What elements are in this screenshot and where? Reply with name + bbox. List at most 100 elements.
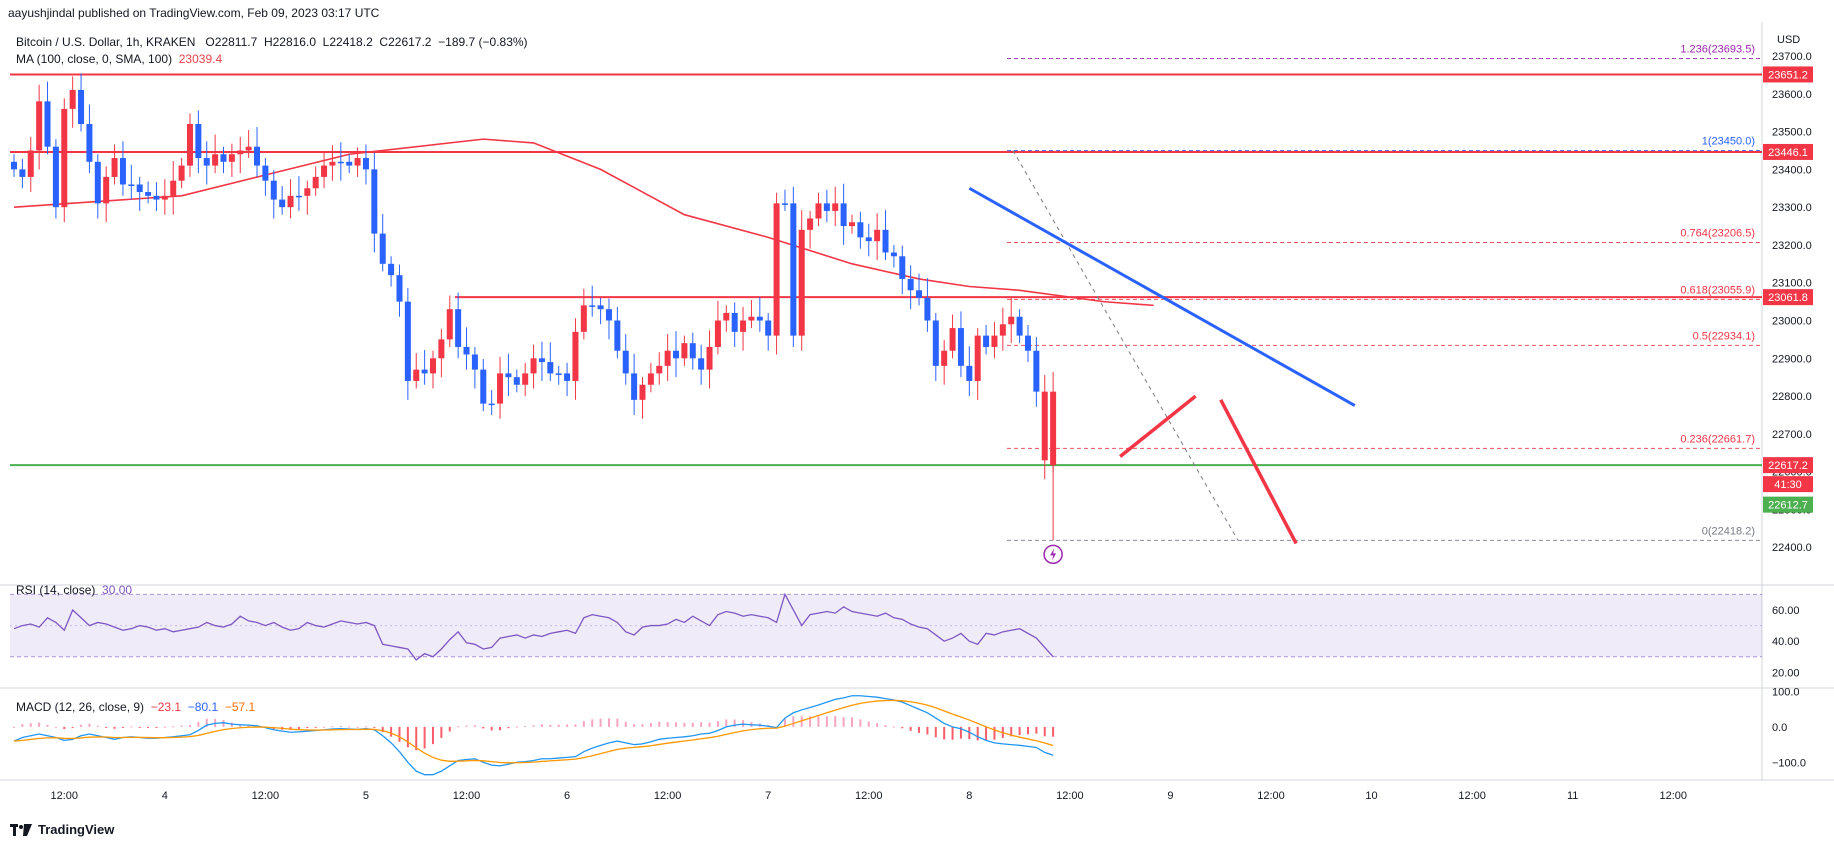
price-badge (1763, 143, 1813, 160)
candle-body (723, 312, 730, 321)
candle-body (488, 403, 495, 406)
change-value: −189.7 (−0.83%) (438, 35, 528, 49)
time-tick-label: 12:00 (1056, 790, 1084, 802)
candle-body (111, 158, 118, 177)
macd-tick-label: 0.0 (1772, 722, 1787, 734)
macd-histogram-bar (985, 726, 988, 741)
low-value: 22418.2 (329, 35, 373, 49)
macd-histogram-bar (683, 722, 686, 727)
candle-body (195, 124, 202, 159)
macd-line-value: −80.1 (187, 700, 219, 714)
macd-tick-label: 100.0 (1772, 687, 1800, 699)
fibonacci-connector (1012, 150, 1239, 541)
rsi-legend[interactable]: RSI (14, close) 30.00 (16, 583, 132, 597)
macd-histogram-bar (959, 726, 962, 739)
macd-signal-value: −57.1 (224, 700, 256, 714)
macd-histogram-bar (532, 725, 535, 727)
candle-body (765, 320, 772, 336)
macd-histogram-bar (364, 726, 367, 728)
symbol-label: Bitcoin / U.S. Dollar, 1h, KRAKEN (16, 35, 196, 49)
macd-histogram-bar (675, 722, 678, 727)
macd-histogram-bar (783, 718, 786, 727)
candle-body (186, 124, 193, 166)
price-tick-label: 22800.0 (1772, 391, 1812, 403)
candle-body (505, 373, 512, 378)
macd-signal-line (13, 699, 1054, 764)
macd-histogram-bar (188, 724, 191, 727)
currency-label: USD (1777, 34, 1801, 46)
macd-histogram-bar (432, 726, 434, 745)
candle-body (916, 290, 923, 298)
candle-body (605, 309, 612, 321)
macd-histogram-bar (876, 723, 879, 727)
high-label: H (263, 35, 273, 49)
candle-body (103, 176, 110, 204)
candle-body (279, 199, 286, 208)
macd-histogram-bar (825, 716, 828, 727)
candle-body (497, 373, 504, 404)
ohlc-legend[interactable]: Bitcoin / U.S. Dollar, 1h, KRAKEN O22811… (16, 35, 528, 49)
price-tick-label: 22700.0 (1772, 429, 1812, 441)
candle-body (849, 222, 855, 227)
macd-histogram-bar (339, 726, 342, 728)
tradingview-logo[interactable]: TradingView (10, 822, 114, 837)
candle-body (530, 358, 537, 374)
macd-histogram-bar (792, 716, 795, 727)
candle-body (874, 229, 881, 242)
ma-legend[interactable]: MA (100, close, 0, SMA, 100) 23039.4 (16, 52, 222, 66)
price-tick-label: 23500.0 (1772, 127, 1812, 139)
candle-body (379, 233, 386, 264)
time-tick-label: 10 (1365, 790, 1377, 802)
candle-body (52, 146, 59, 208)
candle-body (119, 158, 126, 185)
price-tick-label: 23200.0 (1772, 240, 1812, 252)
macd-histogram-bar (968, 726, 971, 740)
macd-histogram-bar (800, 716, 803, 727)
macd-histogram-bar (80, 724, 83, 727)
macd-histogram-bar (700, 722, 703, 727)
macd-histogram-bar (633, 724, 636, 727)
macd-histogram-bar (473, 725, 476, 727)
macd-histogram-bar (130, 726, 133, 728)
macd-histogram-bar (482, 726, 485, 729)
macd-histogram-bar (465, 725, 468, 727)
candle-body (966, 365, 973, 381)
fibonacci-label: 0.5(22934.1) (1693, 330, 1755, 342)
macd-histogram-bar (616, 718, 619, 727)
macd-histogram-bar (105, 726, 108, 728)
macd-histogram-bar (943, 726, 946, 740)
price-tick-label: 23400.0 (1772, 164, 1812, 176)
publisher-text: aayushjindal published on TradingView.co… (8, 6, 380, 20)
candle-body (907, 278, 914, 291)
open-value: 22811.7 (214, 35, 258, 49)
time-tick-label: 12:00 (51, 790, 79, 802)
candle-body (321, 165, 328, 177)
macd-histogram-bar (649, 722, 652, 727)
candle-body (589, 305, 596, 307)
time-tick-label: 12:00 (1257, 790, 1285, 802)
candle-body (212, 154, 219, 166)
candle-body (756, 316, 763, 321)
candle-body (564, 373, 571, 381)
fibonacci-label: 0(22418.2) (1702, 525, 1755, 537)
rsi-tick-label: 60.00 (1772, 605, 1800, 617)
price-badge-label: 22612.7 (1768, 500, 1808, 512)
candle-body (999, 324, 1006, 336)
price-badge (1763, 289, 1813, 306)
fibonacci-label: 0.236(22661.7) (1680, 433, 1755, 445)
macd-histogram-bar (918, 726, 921, 733)
candle-body (681, 343, 688, 359)
macd-histogram-bar (1026, 726, 1029, 735)
candle-body (254, 146, 261, 166)
macd-histogram-bar (306, 726, 309, 729)
candle-body (19, 169, 26, 177)
candle-body (228, 154, 235, 162)
candle-body (840, 203, 847, 227)
candle-body (78, 90, 85, 125)
candle-body (170, 180, 177, 196)
candle-body (815, 203, 822, 219)
macd-histogram-bar (390, 726, 393, 737)
rsi-title: RSI (14, close) (16, 583, 96, 597)
macd-legend[interactable]: MACD (12, 26, close, 9) −23.1 −80.1 −57.… (16, 700, 255, 714)
macd-histogram-bar (557, 724, 560, 727)
